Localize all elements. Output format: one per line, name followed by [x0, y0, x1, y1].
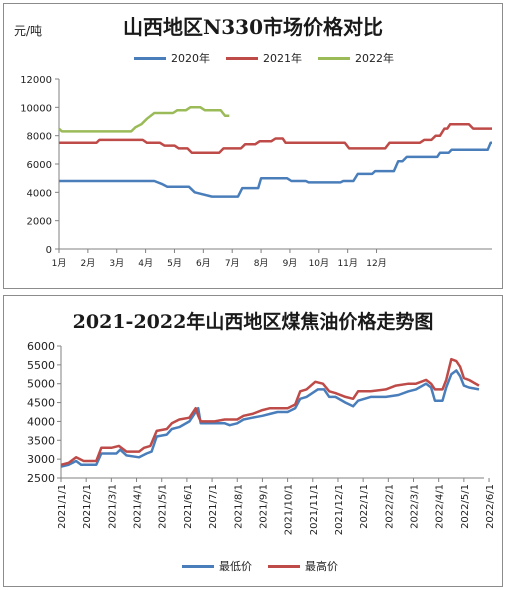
chart2-title: 2021-2022年山西地区煤焦油价格走势图 — [72, 311, 434, 333]
chart1-legend-label-2022: 2022年 — [355, 52, 394, 65]
chart2-legend-item-high: 最高价 — [268, 558, 338, 574]
chart1-x-tick-label: 5月 — [167, 258, 182, 269]
chart2-plot: 2500 3000 3500 4000 4500 5000 5500 6000 2021/1/1… — [27, 340, 496, 535]
chart1-legend-item-2020: 2020年 — [134, 50, 210, 66]
chart1-x-tick-label: 11月 — [337, 258, 357, 269]
chart2-x-tick-label: 2021/12/1 — [334, 484, 345, 535]
chart2-x-tick-label: 2022/5/1 — [460, 484, 471, 529]
chart1-y-tick-label: 10000 — [20, 103, 52, 114]
chart1-legend-item-2022: 2022年 — [318, 50, 394, 66]
chart1-x-tick-label: 6月 — [196, 258, 211, 269]
chart1-x-tick-label: 10月 — [309, 258, 329, 269]
chart2-x-tick-label: 2021/9/1 — [258, 484, 269, 529]
chart1-legend: 2020年 2021年 2022年 — [134, 50, 410, 66]
chart1-legend-item-2021: 2021年 — [226, 50, 302, 66]
chart1-y-tick-label: 0 — [46, 245, 52, 256]
chart2-x-tick-label: 2021/5/1 — [158, 484, 169, 529]
chart1-x-tick-label: 2月 — [80, 258, 95, 269]
chart2-x-tick-label: 2021/7/1 — [208, 484, 219, 529]
chart2-series-high-price-line — [60, 357, 480, 467]
chart2-x-tick-label: 2021/6/1 — [183, 484, 194, 529]
chart2-x-tick-label: 2021/4/1 — [133, 484, 144, 529]
chart2-y-tick-label: 5500 — [27, 359, 55, 372]
chart1-x-tick-label: 3月 — [109, 258, 124, 269]
chart1-plot: 0 2000 4000 6000 8000 10000 12000 1月 2月 3月 4月 5月 6月 7… — [20, 75, 492, 269]
chart2-legend-item-low: 最低价 — [182, 558, 252, 574]
chart2-x-tick-label: 2021/10/1 — [284, 484, 295, 535]
chart2-y-tick-label: 4000 — [27, 415, 55, 428]
chart2-x-tick-label: 2022/2/1 — [384, 484, 395, 529]
chart2-x-tick-label: 2022/4/1 — [435, 484, 446, 529]
chart2-x-tick-label: 2022/3/1 — [410, 484, 421, 529]
chart1-y-tick-label: 8000 — [27, 132, 52, 143]
chart2-y-tick-label: 3000 — [27, 453, 55, 466]
chart2-x-tick-label: 2021/3/1 — [107, 484, 118, 529]
chart2-legend: 最低价 最高价 — [182, 558, 354, 574]
chart1-legend-swatch-2020 — [134, 56, 166, 60]
chart1-y-tick-label: 4000 — [27, 188, 52, 199]
chart2-x-tick-label: 2021/2/1 — [82, 484, 93, 529]
chart1-panel: 山西地区N330市场价格对比 元/吨 2020年 2021年 2022年 0 20… — [3, 3, 503, 289]
chart1-series-2021-line — [59, 123, 492, 154]
chart1-x-tick-label: 7月 — [225, 258, 240, 269]
chart2-legend-swatch-low — [182, 564, 214, 568]
chart2-y-tick-label: 6000 — [27, 340, 55, 353]
chart1-x-tick-label: 9月 — [283, 258, 298, 269]
chart2-legend-label-high: 最高价 — [305, 560, 338, 573]
chart1-x-tick-label: 1月 — [52, 258, 67, 269]
chart2-x-tick-label: 2022/1/1 — [359, 484, 370, 529]
chart1-y-tick-label: 2000 — [27, 217, 52, 228]
chart2-y-tick-label: 2500 — [27, 472, 55, 485]
chart2-y-tick-label: 5000 — [27, 378, 55, 391]
chart2-y-tick-label: 3500 — [27, 434, 55, 447]
chart2-legend-swatch-high — [268, 564, 300, 568]
chart1-legend-swatch-2022 — [318, 56, 350, 60]
chart1-series-2022-line — [58, 106, 230, 133]
chart1-legend-label-2020: 2020年 — [171, 52, 210, 65]
chart1-title: 山西地区N330市场价格对比 — [122, 15, 384, 39]
chart2-x-tick-label: 2021/11/1 — [309, 484, 320, 535]
chart1-y-tick-label: 12000 — [20, 75, 52, 86]
chart1-series-2020-line — [59, 141, 492, 198]
chart2-y-tick-label: 4500 — [27, 397, 55, 410]
chart1-x-tick-label: 8月 — [254, 258, 269, 269]
chart2-x-tick-label: 2022/6/1 — [485, 484, 496, 529]
chart1-x-tick-label: 12月 — [366, 258, 386, 269]
chart1-x-tick-label: 4月 — [138, 258, 153, 269]
chart2-panel: 2021-2022年山西地区煤焦油价格走势图 2500 3000 3500 4000 4… — [3, 295, 503, 587]
chart1-y-tick-label: 6000 — [27, 160, 52, 171]
chart1-legend-swatch-2021 — [226, 56, 258, 60]
chart2-x-tick-label: 2021/1/1 — [57, 484, 68, 529]
chart2-series-low-price-line — [60, 369, 480, 468]
chart2-legend-label-low: 最低价 — [219, 560, 252, 573]
chart2-x-tick-label: 2021/8/1 — [233, 484, 244, 529]
chart1-legend-label-2021: 2021年 — [263, 52, 302, 65]
chart1-y-unit: 元/吨 — [14, 24, 43, 38]
